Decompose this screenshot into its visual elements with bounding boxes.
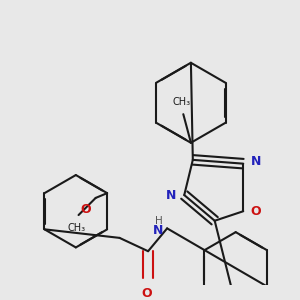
Text: N: N — [153, 224, 163, 237]
Text: O: O — [80, 203, 91, 216]
Text: N: N — [251, 155, 261, 168]
Text: N: N — [166, 189, 177, 202]
Text: CH₃: CH₃ — [172, 97, 190, 106]
Text: O: O — [251, 205, 262, 218]
Text: CH₃: CH₃ — [68, 223, 86, 233]
Text: O: O — [141, 287, 152, 300]
Text: H: H — [154, 217, 162, 226]
